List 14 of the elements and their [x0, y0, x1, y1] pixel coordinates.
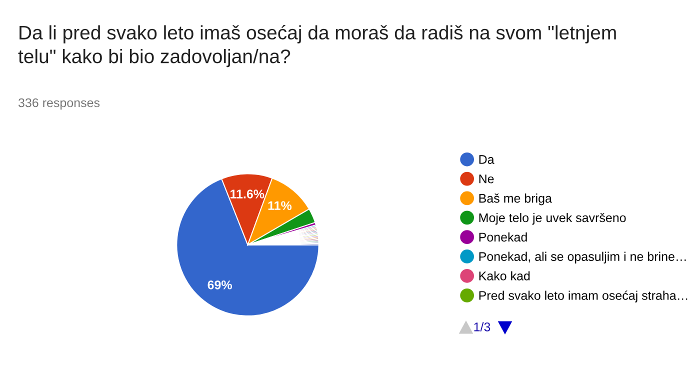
legend-label: Ne — [479, 174, 494, 184]
legend-label: Baš me briga — [479, 194, 552, 206]
legend-label: Kako kad — [479, 271, 530, 280]
chart-title: Da li pred svako leto imaš osećaj da moraš da radiš na svom "letnjem telu" kako bi bio zadovoljan/na? — [18, 25, 616, 68]
legend-label: Ponekad — [479, 232, 527, 242]
data-label: 11.6% — [230, 190, 264, 198]
legend-label: Moje telo je uvek savršeno — [479, 212, 626, 225]
text: 1/3 — [474, 322, 490, 332]
legend-label: Ponekad, ali se opasuljim i ne brine… — [479, 252, 686, 264]
data-label: 69% — [208, 280, 232, 290]
legend-label: Pred svako leto imam osećaj straha… — [479, 290, 688, 302]
text: 336 responses — [18, 98, 100, 110]
data-label: 11% — [268, 201, 292, 210]
legend-label: Da — [479, 155, 494, 164]
